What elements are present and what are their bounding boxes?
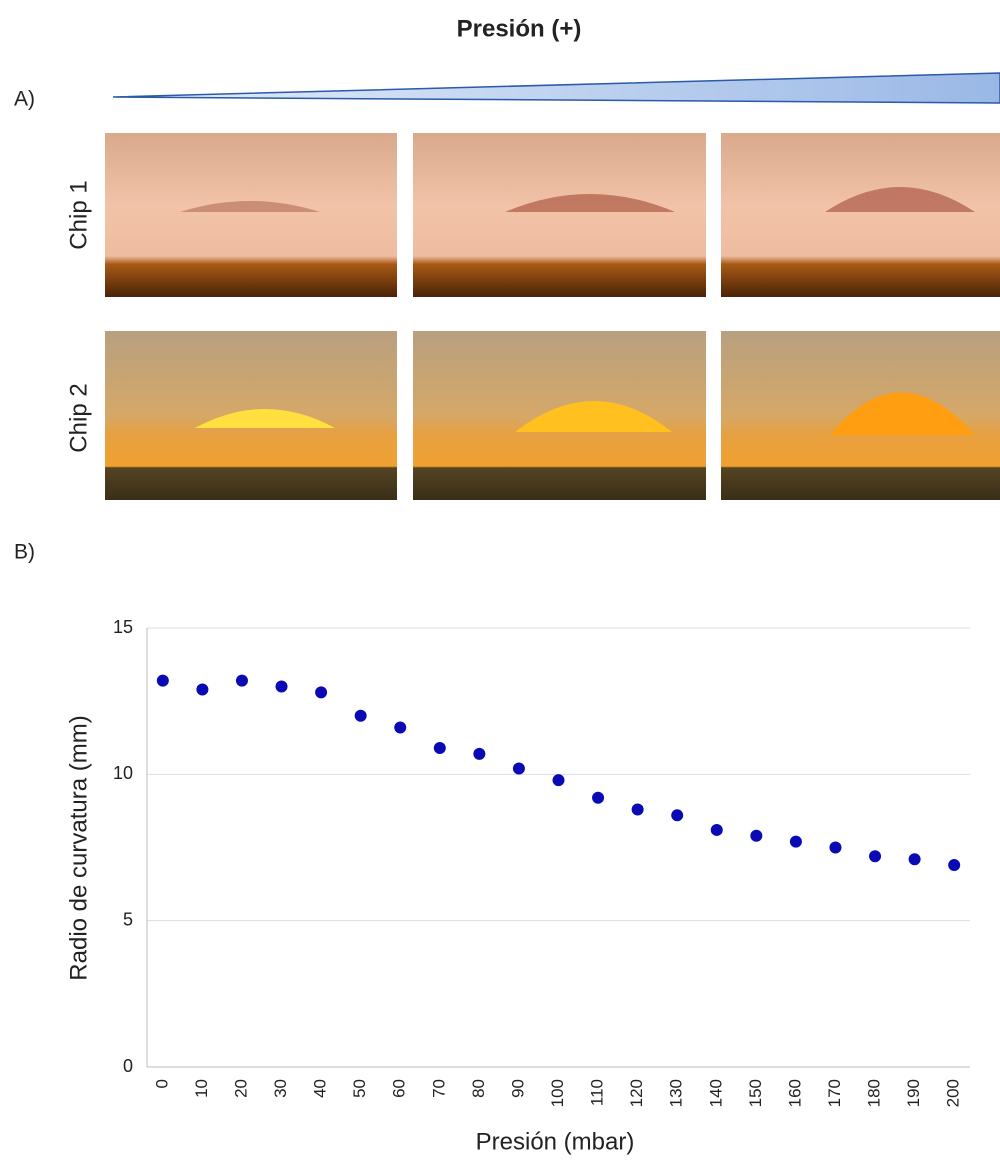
x-tick-label: 50 xyxy=(350,1079,369,1098)
row-label: Chip 1 xyxy=(65,180,92,249)
x-tick-label: 30 xyxy=(271,1079,290,1098)
data-point xyxy=(513,762,525,774)
x-tick-label: 0 xyxy=(152,1079,171,1088)
data-point xyxy=(909,853,921,865)
data-point xyxy=(434,742,446,754)
x-tick-label: 200 xyxy=(944,1079,963,1107)
x-tick-label: 180 xyxy=(865,1079,884,1107)
y-tick-label: 10 xyxy=(113,763,133,783)
data-point xyxy=(315,686,327,698)
data-point xyxy=(869,850,881,862)
x-tick-label: 100 xyxy=(548,1079,567,1107)
data-point xyxy=(750,830,762,842)
x-axis-label: Presión (mbar) xyxy=(476,1128,635,1155)
y-tick-label: 15 xyxy=(113,617,133,637)
x-tick-label: 60 xyxy=(390,1079,409,1098)
x-tick-label: 40 xyxy=(311,1079,330,1098)
panel-label: A) xyxy=(14,88,35,111)
y-axis-label: Radio de curvatura (mm) xyxy=(65,715,92,980)
x-tick-label: 140 xyxy=(706,1079,725,1107)
data-point xyxy=(473,748,485,760)
data-point xyxy=(553,774,565,786)
photo-row xyxy=(105,331,1000,500)
x-tick-label: 160 xyxy=(785,1079,804,1107)
x-tick-label: 170 xyxy=(825,1079,844,1107)
data-point xyxy=(157,675,169,687)
x-tick-label: 150 xyxy=(746,1079,765,1107)
row-label: Chip 2 xyxy=(65,383,92,452)
data-point xyxy=(196,683,208,695)
photo xyxy=(105,133,397,297)
data-point xyxy=(711,824,723,836)
x-tick-label: 70 xyxy=(429,1079,448,1098)
x-tick-label: 10 xyxy=(192,1079,211,1098)
x-tick-label: 120 xyxy=(627,1079,646,1107)
panel-label: B) xyxy=(14,541,35,564)
pressure-wedge xyxy=(113,73,1000,103)
photo-row xyxy=(105,133,1000,297)
data-point xyxy=(632,803,644,815)
data-point xyxy=(355,710,367,722)
data-point xyxy=(829,842,841,854)
x-tick-label: 110 xyxy=(588,1079,607,1106)
data-point xyxy=(948,859,960,871)
x-tick-label: 20 xyxy=(231,1079,250,1098)
figure-title: Presión (+) xyxy=(457,15,582,42)
data-point xyxy=(394,722,406,734)
y-tick-label: 5 xyxy=(123,909,133,929)
data-point xyxy=(592,792,604,804)
figure: Presión (+) A) Chip 1 Chip 2 B) Radio de… xyxy=(0,0,1000,1171)
data-point xyxy=(236,675,248,687)
photo xyxy=(721,133,1000,297)
x-tick-label: 80 xyxy=(469,1079,488,1098)
data-point xyxy=(276,681,288,693)
data-point xyxy=(671,809,683,821)
y-tick-label: 0 xyxy=(123,1056,133,1076)
data-point xyxy=(790,836,802,848)
photo xyxy=(413,133,706,297)
x-tick-label: 190 xyxy=(904,1079,923,1107)
x-tick-label: 90 xyxy=(508,1079,527,1098)
x-tick-label: 130 xyxy=(667,1079,686,1107)
